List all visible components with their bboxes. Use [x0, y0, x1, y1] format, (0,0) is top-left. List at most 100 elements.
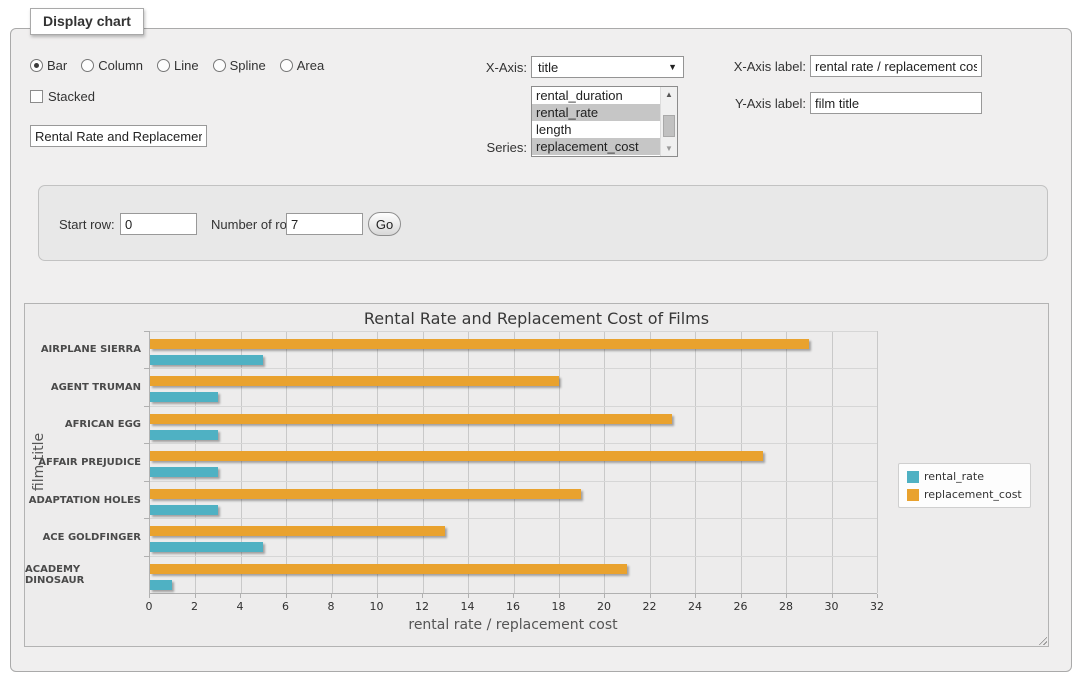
tick-mark [831, 594, 833, 598]
series-option-replacement_cost[interactable]: replacement_cost [532, 138, 660, 155]
start-row-input[interactable] [120, 213, 197, 235]
stacked-checkbox[interactable] [30, 90, 43, 103]
series-option-rental_rate[interactable]: rental_rate [532, 104, 660, 121]
resize-handle-icon[interactable] [1036, 634, 1047, 645]
y-axis-label-caption: Y-Axis label: [734, 96, 806, 111]
num-rows-input[interactable] [286, 213, 363, 235]
x-tick-label: 24 [688, 600, 702, 613]
scroll-track[interactable] [661, 102, 677, 141]
bar-replacement_cost[interactable] [150, 563, 627, 574]
radio-label: Spline [229, 58, 266, 73]
x-tick-label: 22 [642, 600, 657, 613]
panel-title: Display chart [30, 8, 144, 35]
category-label: ACADEMY DINOSAUR [25, 564, 85, 587]
tick-mark [240, 594, 241, 598]
bar-rental_rate[interactable] [150, 467, 218, 478]
series-option-length[interactable]: length [536, 122, 572, 137]
bar-rental_rate[interactable] [150, 542, 264, 553]
chart-type-radio-line[interactable]: Line [157, 58, 199, 73]
tick-mark [285, 594, 287, 598]
radio-icon[interactable] [212, 59, 226, 72]
series-option-rental_duration[interactable]: rental_duration [536, 88, 623, 103]
x-axis-title: rental rate / replacement cost [408, 617, 618, 633]
bar-rental_rate[interactable] [150, 392, 218, 403]
legend-label: replacement_cost [924, 488, 1022, 501]
chart-legend: rental_rate replacement_cost [898, 463, 1031, 508]
x-axis-label-input[interactable] [810, 55, 982, 77]
gridline [195, 331, 197, 593]
gridline [468, 331, 470, 593]
chart-band [144, 555, 877, 593]
gridline [331, 331, 333, 593]
radio-icon[interactable] [30, 59, 43, 72]
chart-type-radio-bar[interactable]: Bar [30, 58, 67, 73]
chart-band [144, 368, 877, 405]
tick-mark [786, 594, 787, 598]
category-label: ACE GOLDFINGER [42, 532, 141, 544]
x-tick-label: 20 [597, 600, 611, 613]
bar-replacement_cost[interactable] [150, 451, 764, 462]
x-tick-label: 18 [551, 600, 566, 613]
tick-mark [740, 594, 742, 598]
gridline [377, 331, 379, 593]
tick-mark [877, 594, 878, 598]
gridline [558, 331, 560, 593]
radio-icon[interactable] [157, 59, 171, 72]
radio-icon[interactable] [279, 59, 293, 72]
bar-replacement_cost[interactable] [150, 376, 559, 387]
chart-type-radio-column[interactable]: Column [81, 58, 143, 73]
series-scrollbar[interactable]: ▲ ▼ [660, 87, 677, 156]
series-listbox[interactable]: rental_duration rental_rate length replacem… [531, 86, 678, 157]
gridline [240, 331, 242, 593]
legend-item-rental_rate[interactable]: rental_rate [907, 470, 1022, 483]
x-tick-label: 6 [282, 600, 289, 613]
x-axis-select-label: X-Axis: [485, 60, 527, 75]
gridline [831, 331, 833, 593]
tick-mark [558, 594, 560, 598]
y-tick-mark [144, 480, 150, 482]
bar-replacement_cost[interactable] [150, 413, 673, 424]
tick-mark [376, 594, 378, 598]
x-tick-label: 0 [145, 600, 153, 613]
scroll-thumb[interactable] [663, 115, 675, 138]
stacked-label: Stacked [48, 89, 95, 104]
category-label: AIRPLANE SIERRA [40, 344, 141, 356]
bar-rental_rate[interactable] [150, 429, 218, 440]
bar-rental_rate[interactable] [150, 355, 264, 365]
chart-type-radio-area[interactable]: Area [279, 58, 324, 73]
y-tick-mark [144, 555, 150, 557]
start-row-label: Start row: [59, 217, 115, 232]
category-labels: AIRPLANE SIERRA AGENT TRUMAN AFRICAN EGG AF… [25, 331, 141, 594]
chart-band [144, 331, 877, 368]
series-options: rental_duration rental_rate length replacem… [532, 87, 660, 156]
grid-layer [150, 331, 878, 593]
go-button[interactable]: Go [368, 212, 401, 236]
y-tick-mark [144, 368, 150, 370]
tick-mark [149, 594, 150, 598]
stacked-option[interactable]: Stacked [30, 89, 95, 104]
scroll-up-icon[interactable]: ▲ [665, 90, 673, 99]
x-tick-label: 30 [824, 600, 839, 613]
bar-replacement_cost[interactable] [150, 526, 446, 537]
chart-title-input[interactable] [30, 125, 207, 147]
y-axis-label-input[interactable] [810, 92, 982, 114]
tick-mark [513, 594, 514, 598]
radio-label: Column [98, 58, 144, 73]
x-tick-label: 28 [779, 600, 793, 613]
gridline [286, 331, 288, 593]
bar-rental_rate[interactable] [150, 504, 218, 515]
scroll-down-icon[interactable]: ▼ [665, 144, 673, 153]
bar-replacement_cost[interactable] [150, 339, 809, 349]
radio-icon[interactable] [81, 59, 95, 72]
tick-mark [467, 594, 469, 598]
chart-type-radio-spline[interactable]: Spline [212, 58, 266, 73]
x-tick-label: 12 [415, 600, 429, 613]
radio-label: Line [174, 58, 199, 73]
bar-rental_rate[interactable] [150, 579, 173, 590]
bar-replacement_cost[interactable] [150, 488, 582, 499]
chart-band [144, 443, 877, 480]
x-axis-select[interactable]: title ▼ [531, 56, 684, 78]
tick-mark [695, 594, 696, 598]
legend-item-replacement_cost[interactable]: replacement_cost [907, 488, 1022, 501]
